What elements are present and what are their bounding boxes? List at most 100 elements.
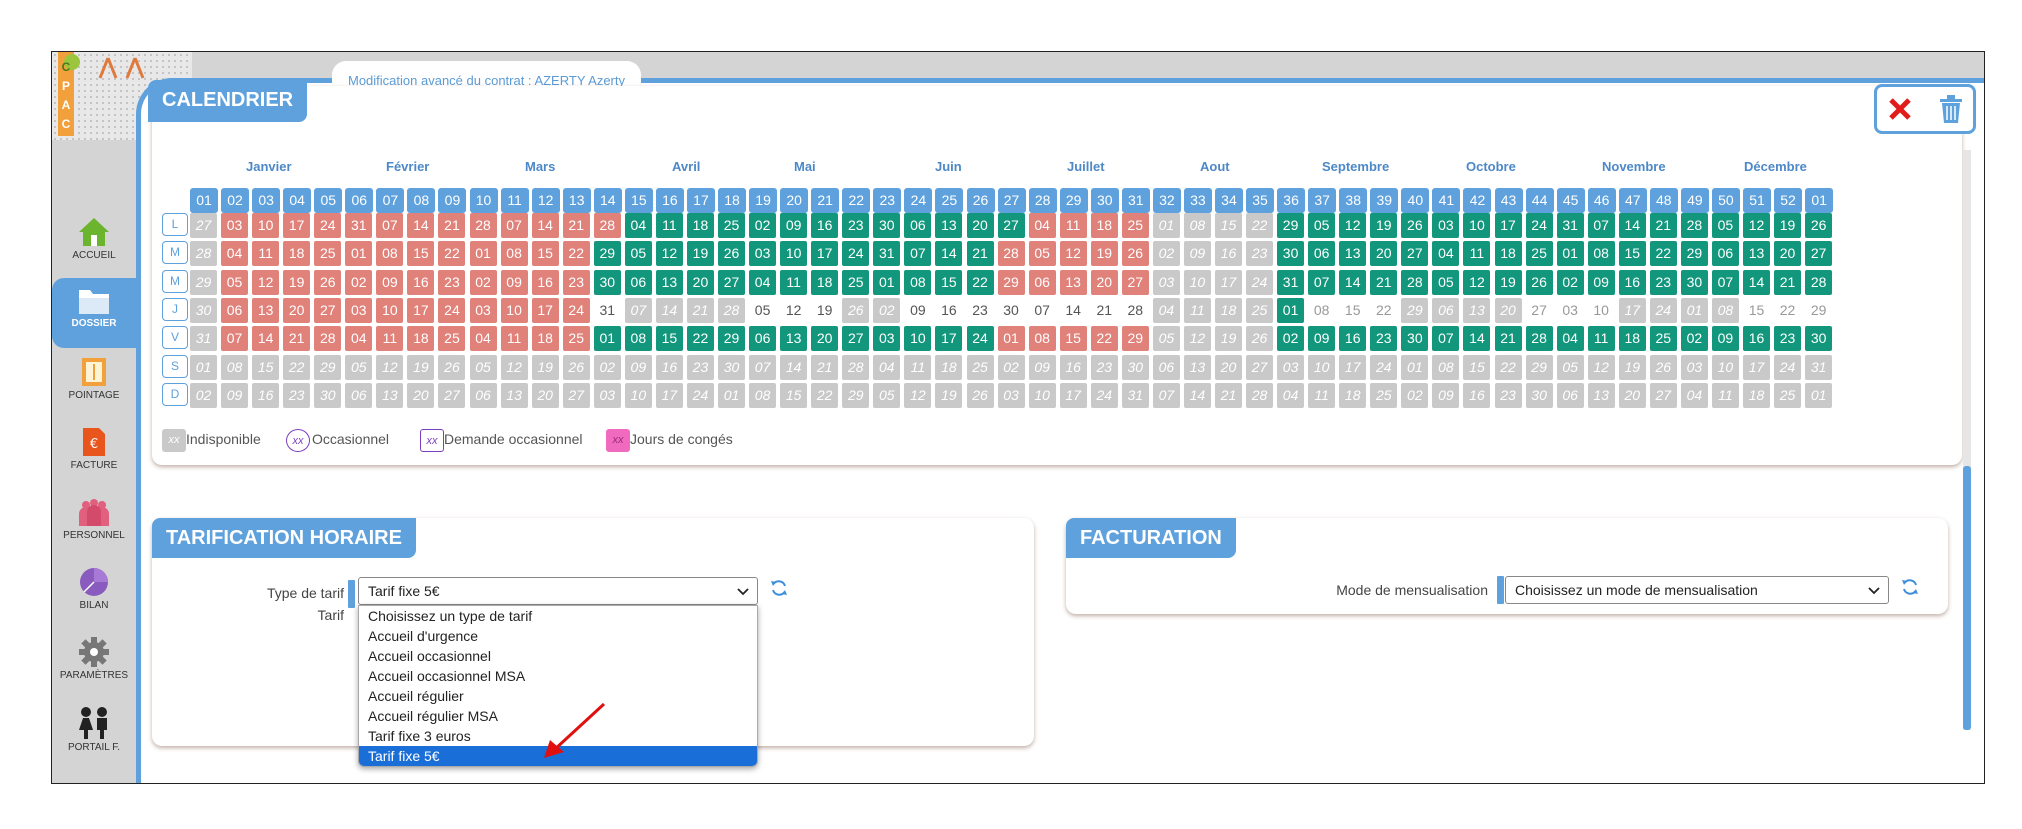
calendar-day-cell[interactable]: 22 xyxy=(1649,241,1677,267)
calendar-day-cell[interactable]: 04 xyxy=(345,326,373,352)
calendar-day-cell[interactable]: 30 xyxy=(1401,326,1429,352)
calendar-day-cell[interactable]: 01 xyxy=(593,326,621,352)
calendar-day-cell[interactable]: 11 xyxy=(252,241,280,267)
calendar-day-cell[interactable]: 30 xyxy=(1277,241,1305,267)
calendar-day-cell[interactable]: 22 xyxy=(1494,354,1522,380)
calendar-day-cell[interactable]: 28 xyxy=(1525,326,1553,352)
calendar-day-cell[interactable]: 12 xyxy=(1463,269,1491,295)
calendar-day-cell[interactable]: 29 xyxy=(1401,297,1429,323)
calendar-day-cell[interactable]: 25 xyxy=(1121,213,1149,238)
calendar-day-cell[interactable]: 21 xyxy=(966,241,994,267)
calendar-day-cell[interactable]: 21 xyxy=(1774,269,1802,295)
calendar-day-cell[interactable]: 31 xyxy=(1121,382,1149,408)
calendar-day-cell[interactable]: 15 xyxy=(1743,297,1770,323)
calendar-day-cell[interactable]: 23 xyxy=(966,297,994,323)
calendar-day-cell[interactable]: 30 xyxy=(1805,326,1833,352)
calendar-day-cell[interactable]: 16 xyxy=(1214,241,1242,267)
calendar-day-cell[interactable]: 03 xyxy=(873,326,901,352)
calendar-day-cell[interactable]: 24 xyxy=(966,326,994,352)
calendar-day-cell[interactable]: 17 xyxy=(407,297,435,323)
calendar-day-cell[interactable]: 15 xyxy=(252,354,280,380)
calendar-day-cell[interactable]: 12 xyxy=(904,382,932,408)
calendar-day-cell[interactable]: 07 xyxy=(749,354,777,380)
calendar-day-cell[interactable]: 25 xyxy=(718,213,746,238)
calendar-day-cell[interactable]: 01 xyxy=(997,326,1025,352)
calendar-day-cell[interactable]: 24 xyxy=(1774,354,1802,380)
calendar-day-cell[interactable]: 22 xyxy=(966,269,994,295)
refresh-icon[interactable] xyxy=(769,578,789,598)
calendar-day-cell[interactable]: 19 xyxy=(1370,213,1398,238)
calendar-day-cell[interactable]: 31 xyxy=(1277,269,1305,295)
calendar-day-cell[interactable]: 27 xyxy=(314,297,342,323)
calendar-day-cell[interactable]: 31 xyxy=(1556,213,1584,238)
calendar-day-cell[interactable]: 01 xyxy=(718,382,746,408)
calendar-day-cell[interactable]: 07 xyxy=(1711,269,1739,295)
calendar-day-cell[interactable]: 15 xyxy=(1618,241,1646,267)
calendar-day-cell[interactable]: 22 xyxy=(686,326,714,352)
calendar-day-cell[interactable]: 16 xyxy=(531,269,559,295)
calendar-day-cell[interactable]: 29 xyxy=(1805,297,1833,323)
calendar-day-cell[interactable]: 27 xyxy=(1121,269,1149,295)
calendar-day-cell[interactable]: 26 xyxy=(314,269,342,295)
calendar-day-cell[interactable]: 30 xyxy=(1680,269,1708,295)
calendar-day-cell[interactable]: 03 xyxy=(345,297,373,323)
calendar-day-cell[interactable]: 26 xyxy=(562,354,590,380)
calendar-day-cell[interactable]: 21 xyxy=(1090,297,1118,323)
calendar-day-cell[interactable]: 15 xyxy=(1214,213,1242,238)
dropdown-option[interactable]: Accueil régulier MSA xyxy=(368,708,498,724)
calendar-day-cell[interactable]: 29 xyxy=(1277,213,1305,238)
calendar-day-cell[interactable]: 20 xyxy=(1214,354,1242,380)
calendar-day-cell[interactable]: 08 xyxy=(221,354,249,380)
calendar-day-cell[interactable]: 11 xyxy=(1183,297,1211,323)
calendar-day-cell[interactable]: 08 xyxy=(1028,326,1056,352)
calendar-day-cell[interactable]: 06 xyxy=(345,382,373,408)
sidebar-item-portail[interactable]: PORTAIL F. xyxy=(54,698,134,768)
calendar-day-cell[interactable]: 24 xyxy=(1246,269,1274,295)
calendar-day-cell[interactable]: 05 xyxy=(345,354,373,380)
calendar-day-cell[interactable]: 16 xyxy=(655,354,683,380)
calendar-day-cell[interactable]: 19 xyxy=(1090,241,1118,267)
calendar-day-cell[interactable]: 29 xyxy=(1525,354,1553,380)
calendar-day-cell[interactable]: 23 xyxy=(1090,354,1118,380)
calendar-day-cell[interactable]: 03 xyxy=(593,382,621,408)
calendar-day-cell[interactable]: 01 xyxy=(1277,297,1305,323)
calendar-day-cell[interactable]: 04 xyxy=(624,213,652,238)
calendar-day-cell[interactable]: 13 xyxy=(1463,297,1491,323)
calendar-day-cell[interactable]: 05 xyxy=(1432,269,1460,295)
calendar-day-cell[interactable]: 02 xyxy=(873,297,901,323)
calendar-day-cell[interactable]: 19 xyxy=(686,241,714,267)
calendar-day-cell[interactable]: 17 xyxy=(531,297,559,323)
calendar-day-cell[interactable]: 02 xyxy=(345,269,373,295)
calendar-day-cell[interactable]: 12 xyxy=(1059,241,1087,267)
calendar-day-cell[interactable]: 14 xyxy=(935,241,963,267)
sidebar-item-pointage[interactable]: POINTAGE xyxy=(54,348,134,418)
calendar-day-cell[interactable]: 14 xyxy=(1183,382,1211,408)
dropdown-option[interactable]: Accueil régulier xyxy=(368,688,464,704)
calendar-day-cell[interactable]: 03 xyxy=(997,382,1025,408)
calendar-day-cell[interactable]: 03 xyxy=(1556,297,1584,323)
calendar-day-cell[interactable]: 09 xyxy=(1308,326,1336,352)
calendar-day-cell[interactable]: 04 xyxy=(1152,297,1180,323)
calendar-day-cell[interactable]: 26 xyxy=(1401,213,1429,238)
calendar-day-cell[interactable]: 19 xyxy=(1494,269,1522,295)
calendar-day-cell[interactable]: 12 xyxy=(655,241,683,267)
calendar-day-cell[interactable]: 06 xyxy=(1152,354,1180,380)
calendar-day-cell[interactable]: 17 xyxy=(935,326,963,352)
calendar-day-cell[interactable]: 24 xyxy=(1525,213,1553,238)
calendar-day-cell[interactable]: 13 xyxy=(1059,269,1087,295)
calendar-day-cell[interactable]: 23 xyxy=(686,354,714,380)
calendar-day-cell[interactable]: 05 xyxy=(1711,213,1739,238)
calendar-day-cell[interactable]: 10 xyxy=(1463,213,1491,238)
calendar-day-cell[interactable]: 15 xyxy=(1059,326,1087,352)
calendar-day-cell[interactable]: 08 xyxy=(500,241,528,267)
calendar-day-cell[interactable]: 23 xyxy=(1246,241,1274,267)
calendar-day-cell[interactable]: 23 xyxy=(1649,269,1677,295)
calendar-day-cell[interactable]: 06 xyxy=(624,269,652,295)
calendar-day-cell[interactable]: 16 xyxy=(1618,269,1646,295)
calendar-day-cell[interactable]: 21 xyxy=(811,354,839,380)
calendar-day-cell[interactable]: 06 xyxy=(749,326,777,352)
calendar-day-cell[interactable]: 01 xyxy=(469,241,497,267)
calendar-day-cell[interactable]: 24 xyxy=(562,297,590,323)
calendar-day-cell[interactable]: 04 xyxy=(1028,213,1056,238)
calendar-day-cell[interactable]: 26 xyxy=(1121,241,1149,267)
